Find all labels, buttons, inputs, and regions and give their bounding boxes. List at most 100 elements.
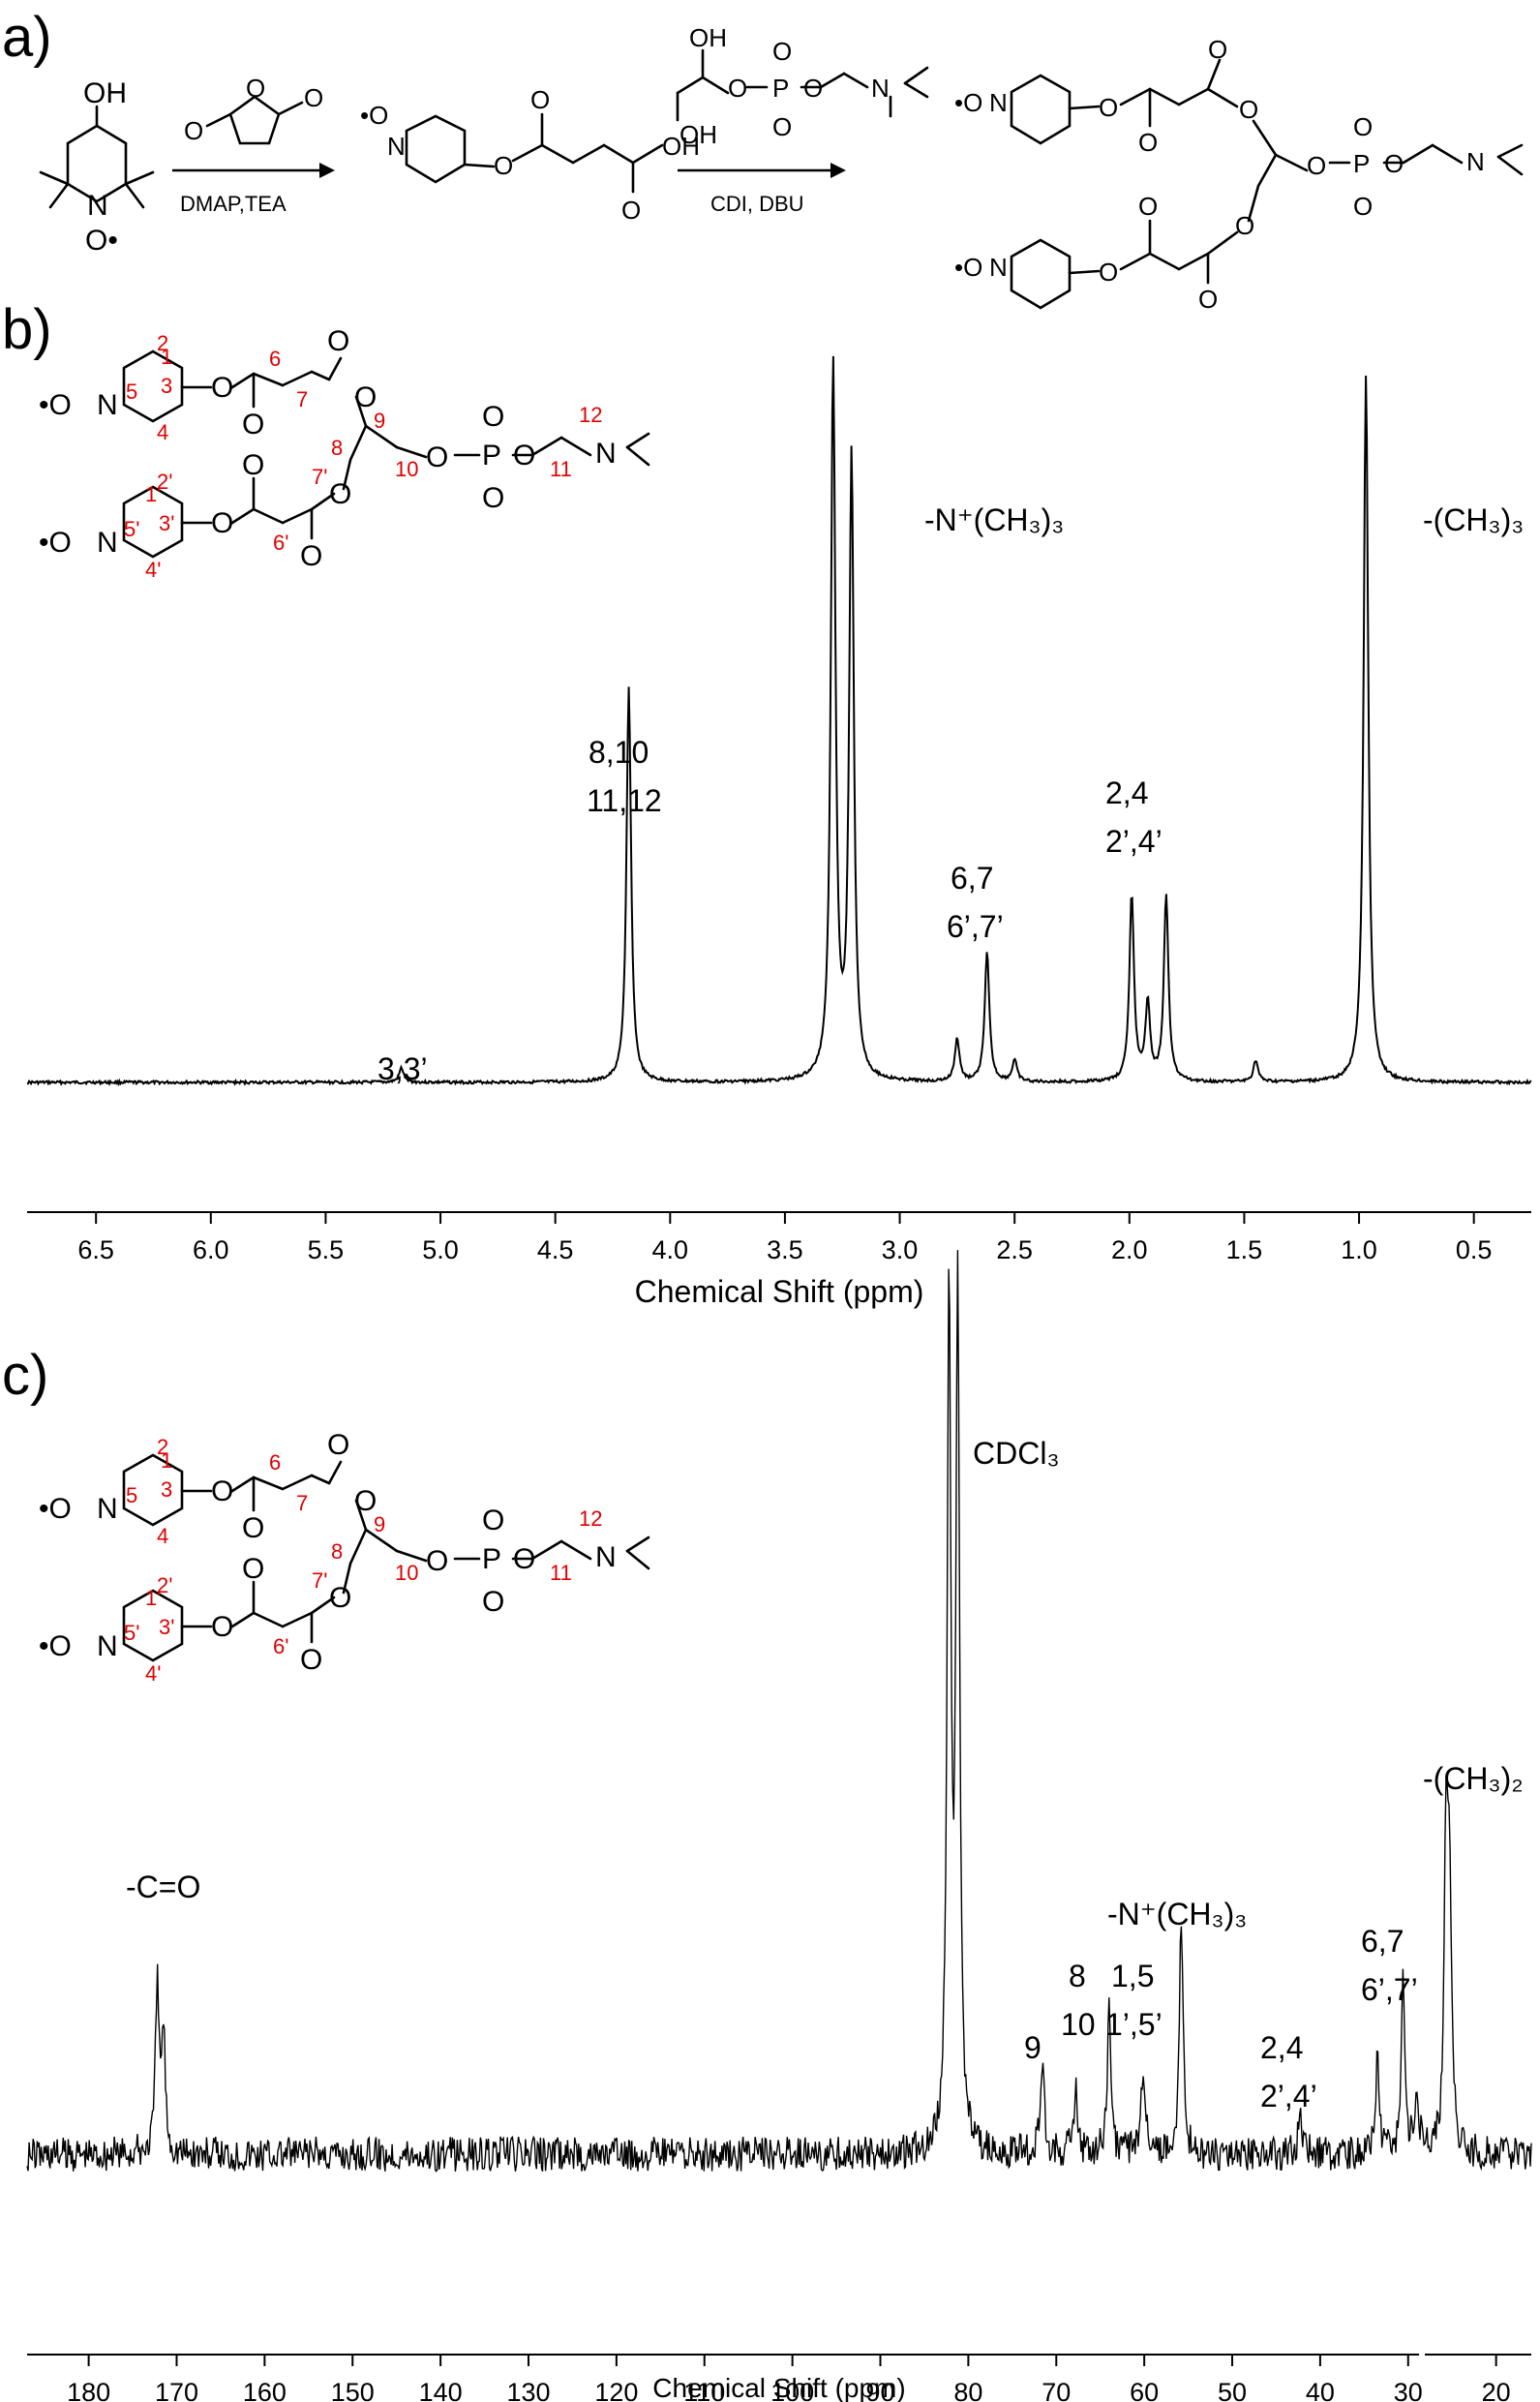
panel-c-label: c) <box>2 1344 48 1407</box>
struct-c-num-9: 9 <box>374 1512 385 1536</box>
struct-b-o-g: O <box>300 540 322 572</box>
label-c-15: 1,5 <box>1111 1959 1154 1993</box>
product-o-carbonyl4: O <box>1198 285 1218 314</box>
struct-c-o-a: O <box>211 1475 233 1507</box>
ticks-b: 6.5 6.0 5.5 5.0 4.5 4.0 3.5 3.0 2.5 2.0 1.5 1.0 0.5 <box>77 1212 1492 1264</box>
struct-b-num-11: 11 <box>550 457 572 481</box>
struct-b-n1: N <box>97 389 118 421</box>
tick-label: 140 <box>419 2378 463 2402</box>
struct-b-n2: N <box>97 527 118 559</box>
struct-c-num-3: 3 <box>161 1477 172 1502</box>
tempol-n: N <box>87 190 108 222</box>
struct-b-num-7p: 7' <box>312 465 327 489</box>
struct-b-o-f: O <box>242 449 264 481</box>
gpc-n-plus: N <box>871 74 890 103</box>
anhydride-o-left: O <box>184 116 203 145</box>
scheme-tempo-succinate: •O N O O O OH <box>360 85 700 225</box>
tick-label: 90 <box>865 2378 894 2402</box>
struct-b-num-2: 2 <box>157 331 168 355</box>
tick-label: 30 <box>1394 2378 1423 2402</box>
struct-c-num-2p: 2' <box>157 1573 172 1597</box>
tempo-succ-o-ester: O <box>494 151 513 180</box>
xlabel-b: Chemical Shift (ppm) <box>635 1274 924 1309</box>
struct-c-n2: N <box>97 1630 118 1662</box>
label-b-67p: 6’,7’ <box>947 909 1004 944</box>
product-n-plus: N <box>1466 147 1485 176</box>
tick-label: 3.5 <box>767 1235 803 1264</box>
struct-b-num-5: 5 <box>126 380 137 404</box>
panel-b-label: b) <box>2 298 52 361</box>
struct-c-o-b: O <box>242 1512 264 1544</box>
product-o-carbonyl2: O <box>1208 35 1227 64</box>
tick-label: 3.0 <box>882 1235 919 1264</box>
gpc-p: P <box>772 74 789 103</box>
label-b-nme3: -N⁺(CH₃)₃ <box>924 502 1064 537</box>
gpc-o-double: O <box>772 112 792 141</box>
tempo-succ-radical-o: •O <box>360 101 388 130</box>
tempol-oh: OH <box>83 77 127 109</box>
tick-label: 5.5 <box>308 1235 345 1264</box>
struct-b-radical-o2: •O <box>39 527 72 559</box>
product-o-glycerol1: O <box>1239 95 1258 124</box>
gpc-o1: O <box>728 74 747 103</box>
struct-c-num-3p: 3' <box>159 1615 174 1639</box>
label-c-ch32: -(CH₃)₂ <box>1423 1761 1524 1796</box>
struct-b-o-l: O <box>513 440 535 471</box>
struct-c-o-f: O <box>242 1553 264 1585</box>
struct-c-n1: N <box>97 1493 118 1525</box>
tick-label: 150 <box>331 2378 375 2402</box>
tick-label: 50 <box>1218 2378 1247 2402</box>
struct-c-num-12: 12 <box>579 1506 602 1531</box>
struct-b-p: P <box>482 440 501 471</box>
product-n2: N <box>989 253 1008 282</box>
reagent-step2: CDI, DBU <box>710 192 804 216</box>
product-o-phos2: O <box>1384 149 1404 178</box>
struct-c-num-6: 6 <box>269 1450 281 1475</box>
struct-c-num-8: 8 <box>331 1539 343 1564</box>
tick-label: 4.5 <box>537 1235 574 1264</box>
arrow-step1-head <box>319 163 335 178</box>
struct-c-num-11: 11 <box>550 1561 572 1585</box>
struct-b-num-5p: 5' <box>124 517 139 541</box>
structure-c: •O N •O N O O O O O O O O O P O O O N 1 … <box>39 1429 650 1686</box>
struct-b-num-4p: 4' <box>145 558 161 582</box>
label-b-24p: 2’,4’ <box>1105 824 1163 859</box>
tick-label: 40 <box>1306 2378 1335 2402</box>
label-c-cdcl3: CDCl₃ <box>973 1436 1059 1471</box>
label-c-24: 2,4 <box>1260 2030 1303 2065</box>
label-c-10: 10 <box>1061 2007 1096 2042</box>
struct-b-o-d: O <box>354 381 377 413</box>
tick-label: 1.0 <box>1341 1235 1377 1264</box>
struct-b-num-1: 1 <box>161 345 172 369</box>
struct-b-num-10: 10 <box>395 457 418 481</box>
struct-c-num-10: 10 <box>395 1561 418 1585</box>
struct-b-radical-o1: •O <box>39 389 72 421</box>
product-o-glycerol2: O <box>1235 211 1254 240</box>
label-c-nme3: -N⁺(CH₃)₃ <box>1107 1897 1247 1931</box>
struct-b-num-12: 12 <box>579 403 602 427</box>
struct-b-num-3: 3 <box>161 374 172 398</box>
product-p: P <box>1353 149 1370 178</box>
scheme-gpc: OH OH O P O O O N <box>676 23 929 149</box>
gpc-oh-bottom: OH <box>679 120 717 149</box>
product-o-carbonyl1: O <box>1138 128 1158 157</box>
tick-label: 130 <box>506 2378 550 2402</box>
product-o-phos1: O <box>1307 151 1326 180</box>
struct-b-num-3p: 3' <box>159 511 174 535</box>
struct-c-o-j: O <box>482 1505 504 1536</box>
struct-c-o-h: O <box>329 1582 351 1614</box>
struct-c-radical-o1: •O <box>39 1493 72 1525</box>
tempo-succ-o-acid: O <box>621 196 641 225</box>
arrow-step2-head <box>830 163 846 178</box>
label-c-24p: 2’,4’ <box>1260 2079 1317 2113</box>
product-o-double: O <box>1353 192 1373 221</box>
tempo-succ-oh: OH <box>662 132 700 161</box>
tick-label: 110 <box>683 2378 725 2402</box>
struct-b-num-8: 8 <box>331 436 343 460</box>
struct-b-o-e: O <box>211 507 233 539</box>
struct-c-num-1p: 1' <box>145 1586 161 1610</box>
label-b-11-12: 11,12 <box>587 783 662 818</box>
struct-b-o-b: O <box>242 409 264 441</box>
panel-a-label: a) <box>2 6 52 69</box>
struct-c-o-i: O <box>426 1545 448 1577</box>
